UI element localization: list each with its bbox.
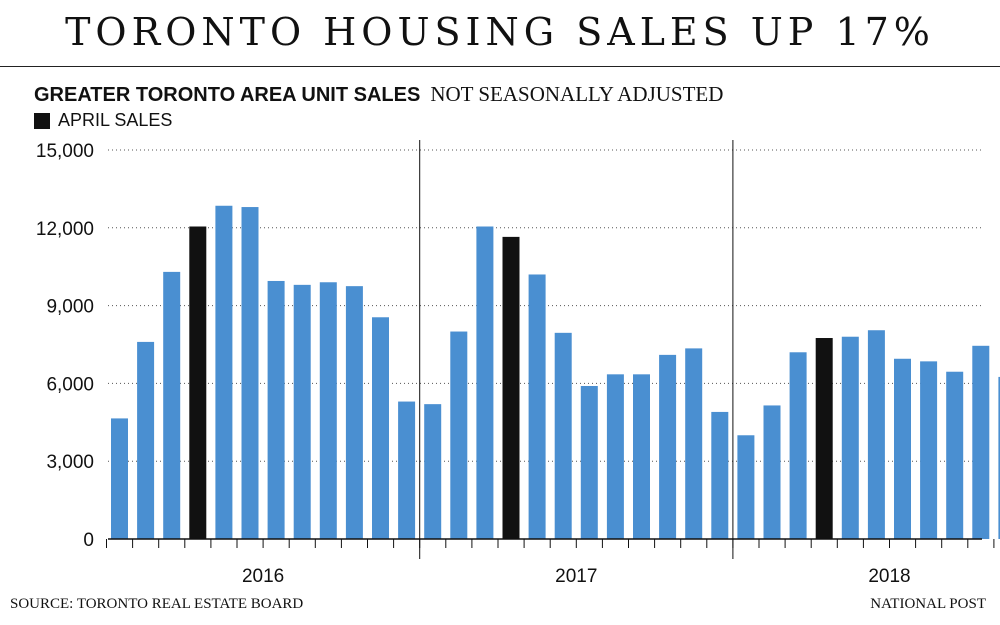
bar <box>554 332 572 539</box>
y-tick-label: 3,000 <box>46 452 94 473</box>
bar <box>685 348 703 539</box>
bar-april <box>189 226 207 539</box>
bar <box>137 341 155 539</box>
y-tick-label: 0 <box>83 530 94 551</box>
bar <box>580 385 598 539</box>
bar <box>841 336 859 539</box>
bar <box>398 401 416 539</box>
bar <box>241 207 259 539</box>
headline-rule <box>0 66 1000 67</box>
bar <box>267 280 285 539</box>
bar-april <box>815 338 833 539</box>
bar <box>424 404 442 539</box>
bar <box>606 374 624 539</box>
bars <box>111 205 1000 540</box>
legend-swatch-april <box>34 112 50 129</box>
bar <box>894 358 911 539</box>
bar <box>111 418 128 539</box>
bar <box>972 345 990 539</box>
bar <box>763 405 781 539</box>
bar <box>476 226 494 539</box>
x-year-label: 2018 <box>868 566 910 587</box>
bar <box>789 352 807 539</box>
legend: APRIL SALES <box>34 110 172 131</box>
headline: TORONTO HOUSING SALES UP 17% <box>65 10 935 54</box>
bar <box>998 376 1000 539</box>
bar <box>372 317 389 539</box>
legend-label-april: APRIL SALES <box>58 110 173 130</box>
y-tick-label: 15,000 <box>36 141 94 162</box>
bar <box>946 371 964 539</box>
publisher-credit: NATIONAL POST <box>870 596 986 612</box>
bar <box>163 271 181 539</box>
bar <box>293 284 311 539</box>
x-year-label: 2017 <box>555 566 597 587</box>
y-tick-label: 12,000 <box>36 219 94 240</box>
y-axis: 0 3,000 6,000 9,000 12,000 15,000 <box>36 141 94 551</box>
bar <box>867 330 885 539</box>
x-year-label: 2016 <box>242 566 284 587</box>
bar <box>659 354 677 539</box>
bar <box>215 205 233 540</box>
bar <box>633 374 650 539</box>
bar <box>737 435 755 539</box>
bar <box>319 282 337 539</box>
y-tick-label: 9,000 <box>46 297 94 318</box>
bar <box>920 361 938 539</box>
source-note: SOURCE: TORONTO REAL ESTATE BOARD <box>10 596 304 612</box>
bar <box>345 286 363 539</box>
subtitle-light: NOT SEASONALLY ADJUSTED <box>430 82 724 106</box>
bar <box>450 331 468 539</box>
y-tick-label: 6,000 <box>46 374 94 395</box>
subtitle-bold: GREATER TORONTO AREA UNIT SALES <box>34 84 421 106</box>
bar-april <box>502 236 520 540</box>
bar <box>528 274 546 539</box>
bar <box>711 411 729 539</box>
chart-subtitle: GREATER TORONTO AREA UNIT SALES NOT SEAS… <box>34 82 723 107</box>
